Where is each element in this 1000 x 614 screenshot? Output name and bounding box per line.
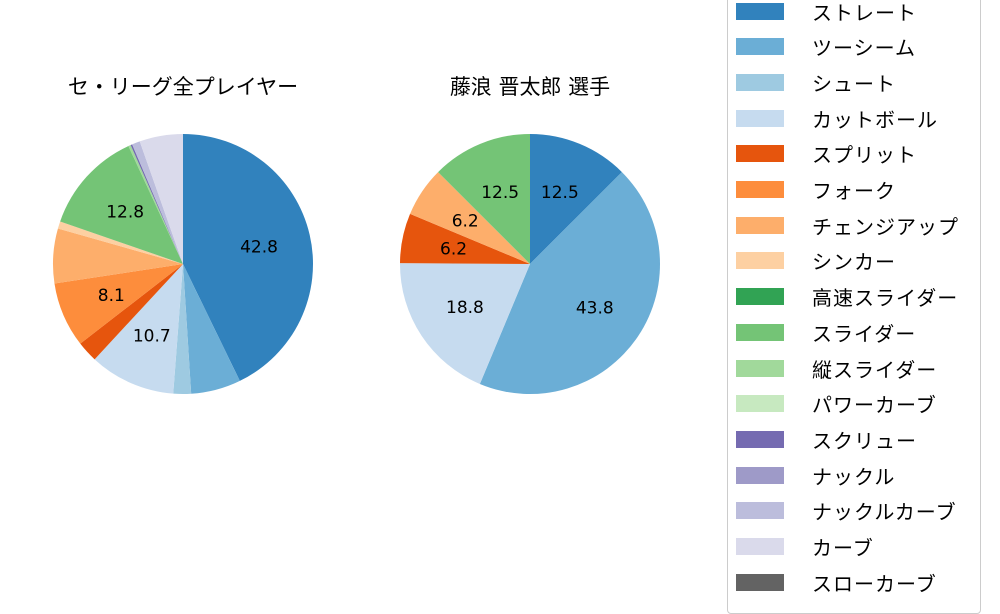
legend-label: カーブ — [812, 536, 874, 560]
legend-item: ストレート — [736, 0, 917, 25]
legend-label: パワーカーブ — [812, 393, 937, 418]
legend-swatch — [736, 73, 784, 91]
right-chart-title: 藤浪 晋太郎 選手 — [449, 75, 611, 99]
legend-label: フォーク — [812, 179, 896, 203]
legend-item: シンカー — [736, 249, 896, 275]
legend-item: スライダー — [736, 320, 917, 346]
legend-item: パワーカーブ — [736, 392, 937, 418]
legend-swatch — [736, 216, 784, 234]
legend-label: ツーシーム — [812, 36, 916, 61]
pie-slice — [479, 172, 660, 394]
slice-label: 43.8 — [576, 298, 614, 318]
pie-slice — [410, 172, 530, 264]
legend-item: カーブ — [736, 535, 874, 560]
slice-label: 42.8 — [240, 238, 278, 258]
legend-item: ナックルカーブ — [736, 499, 957, 525]
pie-slice — [80, 264, 183, 360]
legend-swatch — [736, 323, 784, 341]
slice-label: 12.5 — [481, 183, 519, 203]
legend-label: スローカーブ — [812, 571, 937, 596]
pie-slice — [94, 264, 183, 394]
legend-label: スクリュー — [812, 428, 917, 453]
legend-label: ナックル — [812, 464, 896, 489]
left-chart-title: セ・リーグ全プレイヤー — [67, 75, 299, 99]
legend-label: シュート — [812, 71, 896, 96]
legend-swatch — [736, 502, 784, 520]
legend-item: カットボール — [736, 106, 938, 132]
legend-item: スプリット — [736, 142, 917, 168]
legend-swatch — [736, 288, 784, 306]
slice-label: 6.2 — [440, 239, 467, 259]
pie-slice — [60, 146, 183, 264]
legend-swatch — [736, 2, 784, 20]
pie-slice — [399, 263, 530, 384]
slice-label: 18.8 — [446, 298, 484, 318]
legend-label: スプリット — [812, 143, 917, 168]
legend-item: ツーシーム — [736, 35, 916, 61]
legend-swatch — [736, 109, 784, 127]
pie-slice — [400, 213, 530, 264]
pie-slice — [54, 264, 183, 344]
pie-slice — [132, 141, 183, 264]
legend-item: スクリュー — [736, 427, 917, 453]
legend-swatch — [736, 538, 784, 555]
pie-slice — [128, 145, 183, 264]
legend-item: 高速スライダー — [736, 285, 959, 311]
legend-swatch — [736, 181, 784, 198]
pie-charts: 42.810.78.112.8 12.543.818.86.26.212.5 — [53, 134, 660, 394]
legend-swatch — [736, 359, 784, 377]
legend-swatch — [736, 430, 784, 448]
legend: ストレートツーシームシュートカットボール スプリットフォークチェンジアップ シンカー… — [727, 0, 981, 614]
slice-label: 12.5 — [541, 183, 579, 203]
legend-label: スライダー — [812, 321, 917, 346]
pie-slice — [53, 228, 184, 284]
pie-slice — [438, 134, 530, 264]
legend-label: カットボール — [812, 107, 938, 132]
pie-slice — [173, 264, 192, 394]
legend-item: ナックル — [736, 463, 896, 489]
legend-item: チェンジアップ — [736, 213, 959, 239]
legend-label: シンカー — [812, 250, 896, 275]
pie-slice — [530, 134, 622, 264]
legend-label: 高速スライダー — [812, 286, 959, 311]
pie-right-player: 12.543.818.86.26.212.5 — [399, 134, 660, 394]
legend-label: 縦スライダー — [812, 357, 938, 382]
pie-slice — [139, 134, 183, 264]
legend-item: シュート — [736, 70, 896, 96]
pie-left-league: 42.8 10.7 8.1 12.8 — [53, 134, 313, 394]
legend-label: チェンジアップ — [812, 214, 959, 239]
legend-swatch — [736, 573, 784, 591]
slice-label: 8.1 — [98, 286, 125, 306]
legend-swatch — [736, 395, 784, 413]
pie-slice — [57, 221, 183, 264]
slice-label: 12.8 — [106, 203, 144, 223]
legend-label: ストレート — [812, 0, 917, 25]
pie-slice — [183, 134, 313, 381]
legend-item: スローカーブ — [736, 570, 937, 596]
pie-slice — [183, 264, 240, 394]
legend-item: 縦スライダー — [736, 356, 938, 382]
legend-swatch — [736, 252, 784, 270]
slice-label: 6.2 — [452, 212, 479, 232]
legend-swatch — [736, 466, 784, 484]
legend-swatch — [736, 145, 784, 163]
pie-slice — [130, 144, 183, 264]
legend-label: ナックルカーブ — [812, 500, 957, 525]
legend-item: フォーク — [736, 178, 896, 203]
slice-label: 10.7 — [133, 326, 171, 346]
legend-swatch — [736, 38, 784, 56]
